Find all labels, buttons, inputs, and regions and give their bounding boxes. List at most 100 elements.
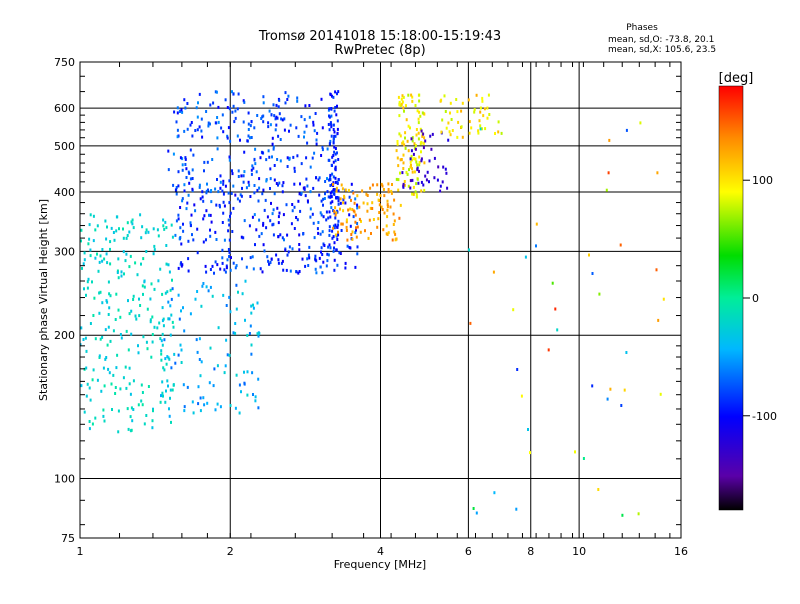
echo-point — [282, 268, 285, 272]
echo-point — [144, 231, 147, 235]
echo-point — [139, 213, 142, 217]
echo-point — [420, 129, 423, 133]
echo-point — [101, 335, 104, 339]
echo-point — [96, 224, 99, 228]
echo-point — [322, 197, 325, 201]
echo-point — [128, 230, 131, 234]
echo-point — [192, 238, 195, 242]
echo-point — [418, 110, 421, 114]
echo-point — [216, 136, 219, 140]
echo-point — [109, 262, 112, 266]
echo-point — [418, 161, 421, 164]
echo-point — [481, 96, 484, 100]
echo-point — [131, 218, 134, 222]
echo-point — [250, 172, 253, 176]
echo-point — [150, 355, 153, 359]
echo-point — [251, 255, 254, 259]
echo-point — [186, 201, 189, 205]
echo-point — [415, 128, 418, 131]
echo-point — [258, 177, 261, 181]
echo-point — [157, 279, 160, 283]
echo-point — [234, 266, 237, 270]
echo-point — [180, 309, 182, 313]
echo-point — [328, 114, 330, 118]
echo-point — [477, 129, 480, 133]
echo-point — [221, 221, 224, 224]
echo-point — [142, 335, 145, 339]
echo-point — [267, 149, 270, 153]
echo-point — [398, 216, 401, 220]
echo-point — [134, 261, 137, 265]
echo-point — [102, 414, 105, 418]
echo-point — [230, 256, 232, 260]
echo-point — [381, 208, 384, 211]
x-tick-label: 10 — [572, 545, 586, 558]
echo-point — [655, 268, 658, 272]
echo-point — [132, 294, 135, 298]
echo-point — [170, 313, 173, 317]
echo-point — [98, 291, 101, 295]
echo-point — [260, 232, 263, 236]
echo-point — [191, 233, 193, 237]
echo-point — [171, 278, 173, 282]
echo-point — [216, 178, 218, 181]
echo-point — [160, 394, 162, 398]
echo-point — [287, 94, 290, 98]
echo-point — [348, 246, 351, 249]
echo-point — [339, 197, 342, 201]
echo-point — [125, 329, 128, 333]
echo-point — [250, 343, 253, 347]
echo-point — [152, 252, 155, 256]
echo-point — [399, 171, 401, 175]
echo-point — [189, 221, 192, 225]
echo-point — [359, 230, 362, 234]
echo-point — [282, 213, 285, 217]
echo-point — [399, 134, 402, 138]
echo-point — [356, 245, 359, 249]
echo-point — [181, 263, 184, 267]
echo-point — [253, 213, 256, 217]
echo-point — [402, 182, 405, 186]
echo-point — [269, 123, 272, 127]
echo-point — [83, 410, 86, 414]
echo-point — [326, 177, 328, 181]
echo-point — [205, 110, 208, 113]
echo-point — [96, 252, 98, 256]
echo-point — [222, 182, 225, 186]
echo-point — [380, 205, 383, 209]
echo-point — [339, 201, 342, 205]
echo-point — [418, 93, 421, 97]
echo-point — [98, 356, 101, 359]
echo-point — [318, 176, 321, 180]
echo-point — [282, 181, 285, 185]
echo-point — [329, 201, 332, 205]
echo-point — [320, 250, 322, 254]
echo-point — [207, 289, 210, 293]
echo-point — [216, 147, 219, 151]
echo-point — [267, 121, 270, 125]
echo-point — [486, 106, 489, 110]
echo-point — [210, 189, 213, 192]
echo-point — [130, 406, 133, 410]
echo-point — [415, 182, 418, 186]
echo-point — [184, 106, 187, 110]
echo-point — [173, 352, 176, 356]
echo-point — [205, 270, 208, 274]
echo-point — [335, 211, 338, 215]
echo-point — [421, 134, 424, 138]
echo-point — [473, 108, 476, 112]
echo-point — [114, 318, 117, 321]
echo-point — [169, 304, 172, 308]
echo-point — [198, 358, 201, 361]
echo-point — [399, 158, 402, 162]
echo-point — [332, 138, 335, 142]
echo-point — [331, 229, 334, 233]
echo-point — [175, 120, 178, 124]
echo-point — [213, 367, 216, 371]
echo-point — [417, 121, 420, 125]
echo-point — [167, 317, 170, 321]
echo-point — [126, 234, 129, 237]
echo-point — [149, 320, 152, 324]
echo-point — [295, 216, 298, 219]
colorbar-tick-label: 0 — [752, 292, 759, 305]
